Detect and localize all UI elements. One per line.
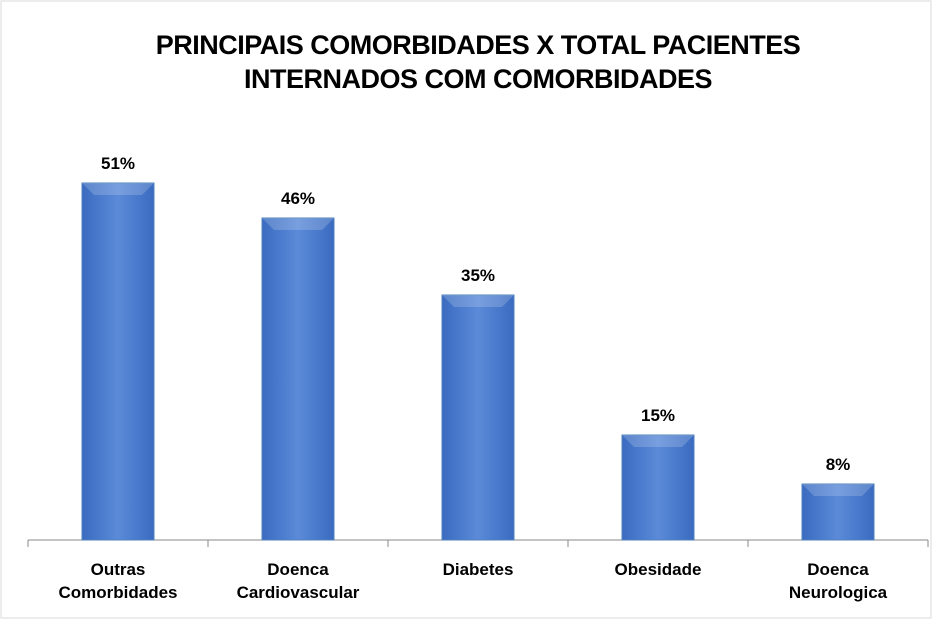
x-tick-label: Outras Comorbidades (58, 560, 178, 602)
value-label: 46% (281, 189, 315, 208)
x-tick-label: Diabetes (442, 560, 514, 579)
bar-bevel (802, 484, 874, 496)
x-label-box: Diabetes (442, 560, 514, 579)
value-label: 15% (641, 406, 675, 425)
x-label-box: Outras Comorbidades (58, 560, 178, 602)
x-label-box: Doenca Cardiovascular (236, 560, 360, 602)
bar (801, 483, 875, 541)
value-label: 8% (826, 455, 851, 474)
bar (261, 217, 335, 541)
chart-title: PRINCIPAIS COMORBIDADES X TOTAL PACIENTE… (155, 30, 801, 94)
bar-bevel (442, 295, 514, 307)
bar-bevel (622, 435, 694, 447)
value-label: 35% (461, 266, 495, 285)
bar (441, 294, 515, 541)
bar (81, 182, 155, 541)
x-tick-label: Doenca Neurologica (788, 560, 888, 602)
x-label-box: Doenca Neurologica (788, 560, 888, 602)
bar (621, 434, 695, 541)
x-tick-label: Doenca Cardiovascular (236, 560, 360, 602)
x-tick-label: Obesidade (614, 560, 702, 579)
value-label: 51% (101, 154, 135, 173)
bar-bevel (262, 218, 334, 230)
title-box: PRINCIPAIS COMORBIDADES X TOTAL PACIENTE… (155, 30, 801, 94)
bar-bevel (82, 183, 154, 195)
x-label-box: Obesidade (614, 560, 702, 579)
